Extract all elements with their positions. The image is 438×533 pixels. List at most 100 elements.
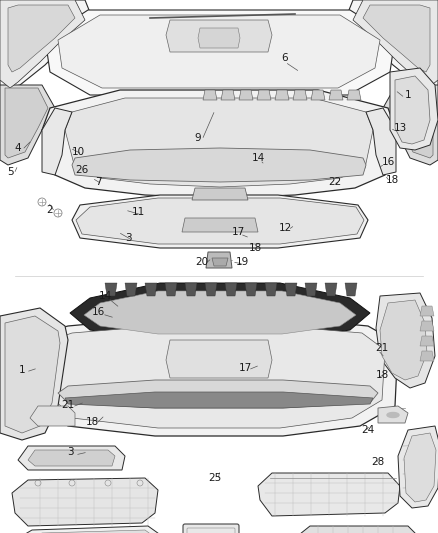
Polygon shape bbox=[390, 88, 433, 158]
Text: 11: 11 bbox=[131, 207, 145, 217]
Polygon shape bbox=[15, 526, 162, 533]
Polygon shape bbox=[390, 68, 438, 150]
Polygon shape bbox=[72, 148, 366, 182]
Polygon shape bbox=[18, 318, 398, 436]
Text: 6: 6 bbox=[282, 53, 288, 63]
Polygon shape bbox=[366, 108, 396, 175]
Polygon shape bbox=[0, 308, 68, 440]
Polygon shape bbox=[35, 326, 385, 428]
Polygon shape bbox=[329, 90, 343, 100]
Polygon shape bbox=[70, 283, 370, 340]
Polygon shape bbox=[275, 90, 289, 100]
Polygon shape bbox=[28, 530, 156, 533]
Text: 22: 22 bbox=[328, 177, 342, 187]
Text: 28: 28 bbox=[371, 457, 385, 467]
Text: 10: 10 bbox=[71, 147, 85, 157]
Text: 25: 25 bbox=[208, 473, 222, 483]
Polygon shape bbox=[225, 283, 237, 296]
Polygon shape bbox=[45, 10, 395, 95]
Polygon shape bbox=[383, 85, 438, 165]
Polygon shape bbox=[239, 90, 253, 100]
Polygon shape bbox=[380, 300, 427, 380]
Polygon shape bbox=[378, 406, 408, 423]
Polygon shape bbox=[212, 258, 228, 266]
Text: 13: 13 bbox=[393, 123, 406, 133]
Text: 21: 21 bbox=[375, 343, 389, 353]
Polygon shape bbox=[404, 433, 436, 502]
Text: 1: 1 bbox=[405, 90, 411, 100]
Text: 21: 21 bbox=[61, 400, 74, 410]
Text: 3: 3 bbox=[67, 447, 73, 457]
Polygon shape bbox=[0, 0, 95, 90]
Polygon shape bbox=[58, 380, 378, 408]
Polygon shape bbox=[166, 340, 272, 378]
Polygon shape bbox=[206, 252, 232, 268]
Polygon shape bbox=[420, 351, 434, 361]
Text: 18: 18 bbox=[85, 417, 99, 427]
FancyBboxPatch shape bbox=[183, 524, 239, 533]
Text: 17: 17 bbox=[231, 227, 245, 237]
Polygon shape bbox=[58, 15, 380, 88]
Text: 14: 14 bbox=[251, 153, 265, 163]
Polygon shape bbox=[12, 478, 158, 526]
Text: 1: 1 bbox=[19, 365, 25, 375]
Text: 17: 17 bbox=[238, 363, 251, 373]
Polygon shape bbox=[311, 90, 325, 100]
Polygon shape bbox=[345, 283, 357, 296]
Polygon shape bbox=[65, 392, 373, 408]
Polygon shape bbox=[42, 108, 72, 175]
Text: 4: 4 bbox=[15, 143, 21, 153]
Text: 9: 9 bbox=[194, 133, 201, 143]
Polygon shape bbox=[398, 426, 438, 508]
Text: 2: 2 bbox=[47, 205, 53, 215]
Polygon shape bbox=[0, 85, 55, 165]
Polygon shape bbox=[245, 283, 257, 296]
Polygon shape bbox=[305, 283, 317, 296]
Polygon shape bbox=[293, 90, 307, 100]
Polygon shape bbox=[185, 283, 197, 296]
Polygon shape bbox=[363, 5, 430, 72]
Text: 18: 18 bbox=[375, 370, 389, 380]
Polygon shape bbox=[325, 283, 337, 296]
Text: 12: 12 bbox=[279, 223, 292, 233]
Text: 19: 19 bbox=[235, 257, 249, 267]
Polygon shape bbox=[353, 0, 438, 88]
Text: 18: 18 bbox=[385, 175, 399, 185]
Text: 20: 20 bbox=[195, 257, 208, 267]
Polygon shape bbox=[5, 88, 48, 158]
Text: 16: 16 bbox=[381, 157, 395, 167]
Polygon shape bbox=[65, 98, 373, 187]
Polygon shape bbox=[285, 283, 297, 296]
Polygon shape bbox=[30, 406, 75, 426]
Polygon shape bbox=[347, 90, 361, 100]
Polygon shape bbox=[221, 90, 235, 100]
Ellipse shape bbox=[387, 413, 399, 417]
Text: 18: 18 bbox=[248, 243, 261, 253]
Polygon shape bbox=[198, 28, 240, 48]
Polygon shape bbox=[76, 198, 364, 244]
Polygon shape bbox=[376, 293, 435, 388]
Polygon shape bbox=[295, 526, 418, 533]
Polygon shape bbox=[84, 291, 356, 334]
Polygon shape bbox=[258, 473, 400, 516]
Polygon shape bbox=[420, 321, 434, 331]
Polygon shape bbox=[166, 20, 272, 52]
Polygon shape bbox=[165, 283, 177, 296]
Text: 7: 7 bbox=[95, 177, 101, 187]
Polygon shape bbox=[5, 316, 60, 433]
Polygon shape bbox=[343, 0, 438, 90]
Polygon shape bbox=[28, 450, 115, 466]
Polygon shape bbox=[145, 283, 157, 296]
Text: 5: 5 bbox=[7, 167, 13, 177]
Polygon shape bbox=[203, 90, 217, 100]
Polygon shape bbox=[72, 195, 368, 248]
Polygon shape bbox=[8, 5, 75, 72]
Polygon shape bbox=[257, 90, 271, 100]
Polygon shape bbox=[205, 283, 217, 296]
Polygon shape bbox=[182, 218, 258, 232]
Polygon shape bbox=[125, 283, 137, 296]
Polygon shape bbox=[192, 188, 248, 200]
Polygon shape bbox=[105, 283, 117, 296]
Text: 14: 14 bbox=[99, 291, 112, 301]
Polygon shape bbox=[42, 90, 396, 198]
